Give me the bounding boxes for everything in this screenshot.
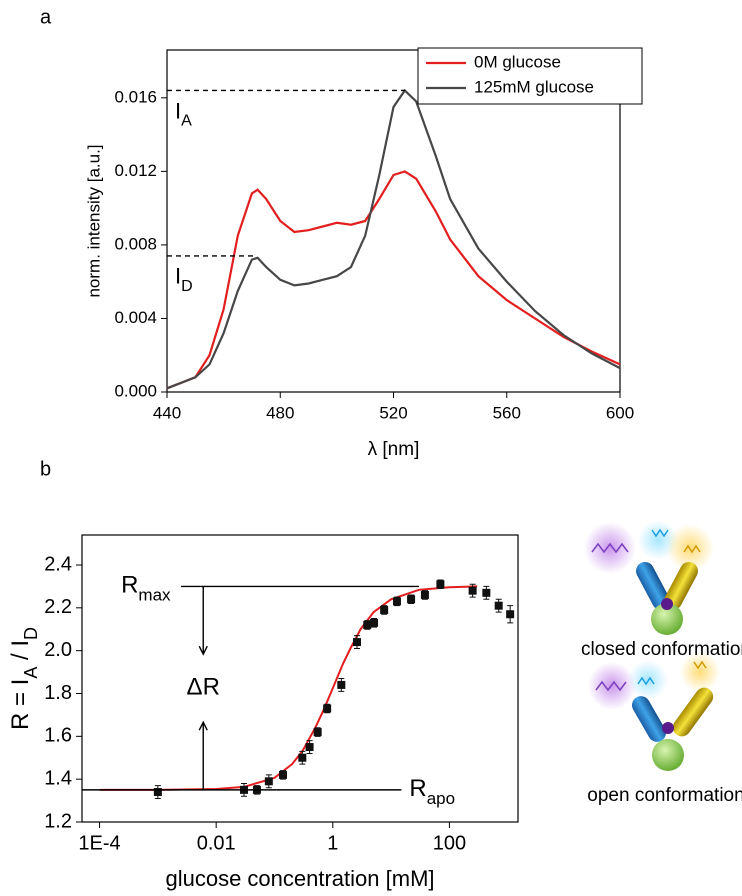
data-line [166,88,621,390]
marker [494,601,503,610]
y-axis-label: norm. intensity [a.u.] [84,144,103,297]
illustration-caption: closed conformation [581,639,742,660]
delta-arrow [198,586,208,656]
annotation: Rmax [121,572,171,605]
marker [468,586,477,595]
illustration-closed [584,520,714,635]
x-axis-label: glucose concentration [mM] [165,866,434,891]
y-tick-label: 1.6 [44,725,72,747]
legend-label: 0M glucose [474,52,561,71]
plot-frame [81,534,519,823]
x-tick-label: 480 [266,403,294,422]
delta-label: ΔR [187,673,220,700]
x-tick-label: 560 [493,403,521,422]
annotation: Rapo [409,775,455,808]
y-axis-label-part: R = I [7,679,34,730]
marker [305,743,314,752]
x-tick-label: 100 [433,832,466,854]
marker [506,610,515,619]
marker [323,704,332,713]
marker [380,605,389,614]
x-tick-label: 0.01 [197,832,236,854]
y-axis-label-part: A [21,667,41,679]
y-tick-label: 1.4 [44,767,72,789]
marker [298,753,307,762]
y-tick-label: 2.4 [44,553,72,575]
x-tick-label: 440 [153,403,181,422]
y-axis-label-part: / I [7,640,34,667]
marker [352,638,361,647]
marker [279,770,288,779]
x-tick-label: 1E-4 [78,832,120,854]
annotation: IA [175,98,192,129]
illustration-open [588,652,720,771]
panel-label: a [40,6,52,28]
x-tick-label: 520 [379,403,407,422]
annotation-sub: A [181,112,192,129]
marker [264,777,273,786]
marker [482,588,491,597]
x-tick-label: 1 [327,832,338,854]
marker [337,680,346,689]
illustration-caption: open conformation [587,785,742,806]
legend-box [417,47,643,105]
annotation: ID [175,264,193,295]
x-axis-label: λ [nm] [368,439,420,460]
y-tick-label: 1.8 [44,682,72,704]
y-tick-label: 0.016 [114,87,157,106]
y-tick-label: 2.0 [44,639,72,661]
x-tick-label: 600 [606,403,634,422]
marker [436,580,445,589]
y-tick-label: 0.004 [114,308,157,327]
y-tick-label: 0.012 [114,161,157,180]
y-tick-label: 2.2 [44,596,72,618]
delta-arrow [198,720,208,790]
annotation-sub: max [138,585,171,604]
legend-label: 125mM glucose [474,77,594,96]
data-line [166,170,621,390]
marker [370,618,379,627]
y-tick-label: 1.2 [44,810,72,832]
marker [363,620,372,629]
y-axis-label-part: D [21,627,41,640]
marker [420,590,429,599]
panel-label: b [40,458,51,480]
annotation-sub: apo [427,789,455,808]
y-tick-label: 0.008 [114,234,157,253]
y-tick-label: 0.000 [114,381,157,400]
annotation-sub: D [181,278,193,295]
marker [313,728,322,737]
y-axis-label: R = IA / ID [7,627,40,730]
marker [392,597,401,606]
fit-line [99,585,478,791]
marker [153,788,162,797]
marker [407,595,416,604]
